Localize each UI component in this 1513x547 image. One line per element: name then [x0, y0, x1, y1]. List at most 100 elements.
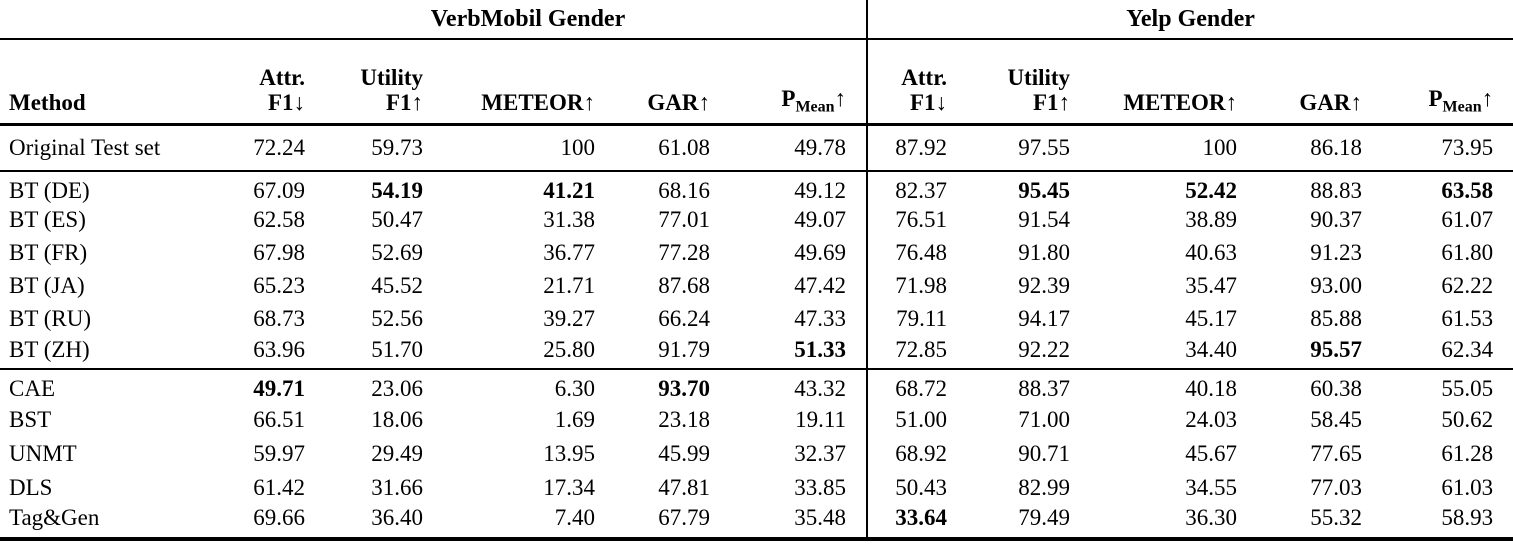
vm-value-cell: 61.42 [253, 474, 305, 500]
utility-label: Utility [1007, 64, 1071, 90]
yelp-value-cell: 82.99 [1018, 474, 1071, 500]
vm-value-cell: 68.73 [253, 306, 305, 331]
yelp-value-cell: 77.65 [1310, 440, 1363, 466]
vm-value-cell: 47.42 [710, 269, 869, 303]
vm-value-cell: 69.66 [190, 504, 305, 541]
section-original: Original Test set 72.24 59.73 100 61.08 49.78… [0, 124, 1513, 172]
yelp-value-cell: 71.98 [895, 273, 948, 298]
col-header-vm-pmean: PMean↑ [710, 39, 869, 126]
vm-value-cell: 65.23 [253, 273, 305, 298]
method-cell: BT (RU) [9, 306, 91, 331]
section-baselines: CAE 49.71 23.06 6.30 93.70 43.32 68.72 88.37 40.… [0, 368, 1513, 541]
yelp-value-cell: 95.45 [1018, 177, 1071, 203]
method-cell: UNMT [9, 440, 77, 466]
yelp-value-cell: 79.11 [896, 306, 948, 331]
vm-value-cell: 29.49 [371, 440, 423, 466]
pmean-base: P [1428, 85, 1443, 111]
vm-value-cell: 49.78 [710, 124, 869, 172]
vm-value-cell: 77.01 [658, 207, 710, 232]
yelp-value-cell: 71.00 [1018, 406, 1071, 432]
yelp-value-cell: 93.00 [1310, 273, 1363, 298]
yelp-value-cell: 50.43 [895, 474, 948, 500]
yelp-value-cell: 76.48 [895, 240, 948, 265]
vm-value-cell: 23.06 [371, 375, 423, 401]
col-header-yelp-gar: GAR↑ [1237, 39, 1363, 126]
vm-value-cell: 100 [423, 124, 595, 172]
vm-value-cell: 59.97 [253, 440, 305, 466]
vm-value-cell: 36.77 [543, 240, 595, 265]
utility-label: Utility [360, 64, 423, 90]
vm-value-cell: 51.33 [710, 335, 869, 370]
vm-value-cell: 18.06 [371, 406, 423, 432]
vm-value-cell: 23.18 [658, 406, 710, 432]
yelp-value-cell: 97.55 [947, 124, 1071, 172]
vm-value-cell: 32.37 [710, 436, 869, 471]
table-row: DLS 61.42 31.66 17.34 47.81 33.85 50.43 82.99 34… [0, 470, 1513, 505]
yelp-value-cell: 35.47 [1185, 273, 1238, 298]
yelp-value-cell: 68.92 [895, 440, 948, 466]
yelp-value-cell: 40.18 [1185, 375, 1238, 401]
vm-value-cell: 77.28 [658, 240, 710, 265]
vm-value-cell: 13.95 [543, 440, 595, 466]
vm-value-cell: 91.79 [595, 335, 710, 370]
vm-value-cell: 68.16 [658, 177, 710, 203]
method-cell: CAE [9, 375, 55, 401]
table-row: BT (DE) 67.09 54.19 41.21 68.16 49.12 82.37 95.… [0, 170, 1513, 204]
yelp-value-cell: 52.42 [1185, 177, 1238, 203]
vm-value-cell: 19.11 [710, 402, 869, 437]
col-header-vm-gar: GAR↑ [595, 39, 710, 126]
yelp-value-cell: 60.38 [1310, 375, 1363, 401]
vm-value-cell: 6.30 [554, 375, 595, 401]
yelp-value-cell: 61.07 [1441, 207, 1494, 232]
vm-value-cell: 21.71 [543, 273, 595, 298]
utility-f1-up: F1↑ [385, 90, 423, 116]
vm-value-cell: 31.38 [543, 207, 595, 232]
yelp-value-cell: 40.63 [1185, 240, 1238, 265]
vm-value-cell: 47.81 [658, 474, 710, 500]
yelp-value-cell: 38.89 [1185, 207, 1238, 232]
yelp-value-cell: 36.30 [1070, 504, 1238, 541]
col-header-vm-utility-f1: Utility F1↑ [305, 39, 423, 126]
vm-value-cell: 87.68 [658, 273, 710, 298]
col-header-vm-attr-f1: Attr. F1↓ [190, 39, 305, 126]
yelp-value-cell: 85.88 [1310, 306, 1363, 331]
yelp-value-cell: 91.80 [1018, 240, 1071, 265]
vm-value-cell: 36.40 [305, 504, 423, 541]
vm-value-cell: 45.52 [371, 273, 423, 298]
vm-value-cell: 47.33 [710, 302, 869, 336]
yelp-value-cell: 34.40 [1070, 335, 1238, 370]
method-cell: Tag&Gen [0, 504, 190, 541]
vm-value-cell: 67.09 [253, 177, 305, 203]
pmean-base: P [781, 85, 796, 111]
vm-value-cell: 72.24 [190, 124, 305, 172]
yelp-value-cell: 58.93 [1362, 504, 1513, 541]
method-cell: BT (DE) [9, 177, 90, 203]
yelp-value-cell: 77.03 [1310, 474, 1363, 500]
pmean-arrow: ↑ [1481, 85, 1494, 111]
attr-f1-down: F1↓ [267, 90, 305, 116]
group-header-row: VerbMobil Gender Yelp Gender [0, 0, 1513, 40]
col-header-method: Method [0, 39, 190, 126]
group-header-spacer [0, 0, 190, 40]
table-row: BT (ES) 62.58 50.47 31.38 77.01 49.07 76.51 91.… [0, 203, 1513, 237]
vm-value-cell: 50.47 [371, 207, 423, 232]
yelp-value-cell: 61.03 [1441, 474, 1494, 500]
col-header-yelp-attr-f1: Attr. F1↓ [867, 39, 948, 126]
yelp-value-cell: 90.71 [1018, 440, 1071, 466]
utility-f1-up: F1↑ [1032, 90, 1071, 116]
vm-value-cell: 39.27 [543, 306, 595, 331]
vm-value-cell: 49.12 [710, 170, 869, 204]
vm-value-cell: 93.70 [658, 375, 710, 401]
yelp-value-cell: 62.22 [1441, 273, 1494, 298]
vm-value-cell: 54.19 [371, 177, 423, 203]
vm-value-cell: 49.69 [710, 236, 869, 270]
vm-value-cell: 63.96 [190, 335, 305, 370]
pmean-sub: Mean [1442, 98, 1482, 116]
yelp-value-cell: 34.55 [1185, 474, 1238, 500]
method-cell: Original Test set [0, 124, 190, 172]
yelp-value-cell: 91.54 [1018, 207, 1071, 232]
vm-value-cell: 49.71 [253, 375, 305, 401]
column-header-row: Method Attr. F1↓ Utility F1↑ METEOR↑ GAR↑ … [0, 39, 1513, 126]
